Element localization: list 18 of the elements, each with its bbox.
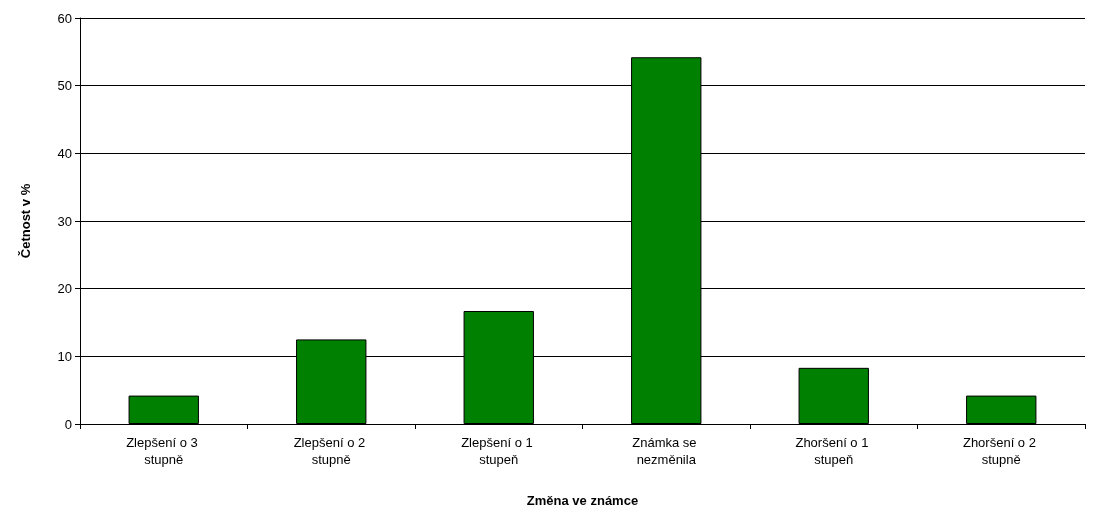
x-axis-title: Změna ve známce [526,493,639,508]
y-tick-label: 10 [57,348,72,364]
y-axis-title: Četnost v % [18,183,33,259]
y-tick-label: 50 [57,78,72,94]
x-tick-label: Zhoršení o 1 stupeň [795,435,873,467]
x-tick-label: Zlepšení o 1 stupeň [461,435,537,467]
x-tick-label: Zlepšení o 2 stupně [293,435,369,467]
y-tick-label: 20 [57,281,72,297]
y-tick-label: 30 [57,213,72,229]
x-tick-label: Známka se nezměnila [632,435,701,467]
bar [798,367,869,424]
bar [128,395,199,424]
y-tick-label: 40 [57,145,72,161]
x-tick-label: Zlepšení o 3 stupně [126,435,202,467]
bar [966,395,1037,424]
y-tick-label: 0 [64,416,72,432]
x-tick-label: Zhoršení o 2 stupně [962,435,1040,467]
y-tick-label: 60 [57,10,72,26]
